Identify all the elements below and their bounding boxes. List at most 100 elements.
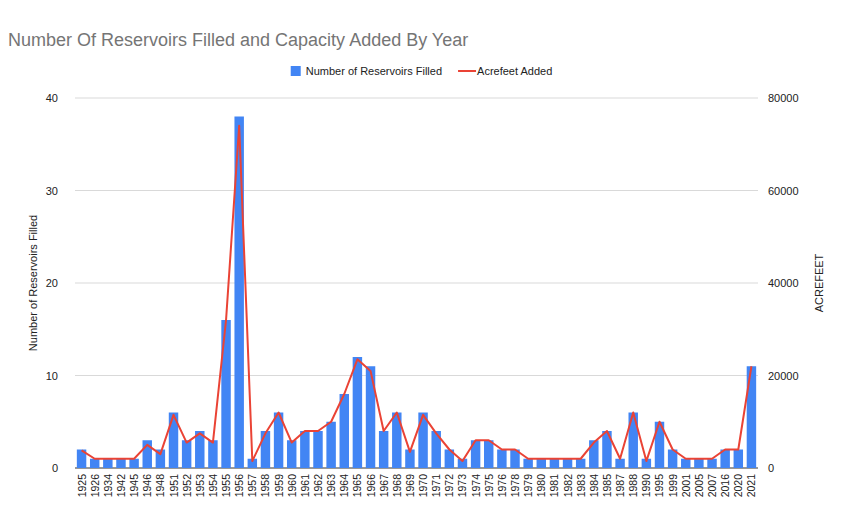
bar — [129, 459, 138, 468]
x-tick-label: 1934 — [102, 474, 114, 498]
x-tick-label: 1942 — [115, 474, 127, 498]
legend-item: Acrefeet Added — [458, 65, 552, 77]
bar — [589, 440, 598, 468]
x-tick-label: 1961 — [299, 474, 311, 498]
x-tick-label: 2007 — [706, 474, 718, 498]
bar — [300, 431, 309, 468]
bar — [103, 459, 112, 468]
x-tick-label: 1957 — [246, 474, 258, 498]
x-tick-label: 1990 — [640, 474, 652, 498]
x-tick-label: 1925 — [76, 474, 88, 498]
bar — [576, 459, 585, 468]
y2-tick-label: 60000 — [768, 185, 799, 197]
x-tick-label: 1954 — [207, 474, 219, 498]
x-tick-label: 1995 — [653, 474, 665, 498]
y-tick-label: 20 — [46, 277, 58, 289]
x-tick-label: 2020 — [732, 474, 744, 498]
legend-swatch — [458, 70, 476, 72]
grid-line — [75, 283, 758, 284]
x-tick-label: 1970 — [417, 474, 429, 498]
x-tick-label: 1969 — [404, 474, 416, 498]
x-tick-label: 2016 — [719, 474, 731, 498]
x-tick-label: 1982 — [562, 474, 574, 498]
y-tick-label: 30 — [46, 185, 58, 197]
x-tick-label: 2021 — [745, 474, 757, 498]
bar — [116, 459, 125, 468]
x-tick-label: 1968 — [391, 474, 403, 498]
y2-tick-label: 80000 — [768, 92, 799, 104]
x-tick-label: 1964 — [338, 474, 350, 498]
x-tick-label: 1951 — [168, 474, 180, 498]
x-tick-label: 1967 — [378, 474, 390, 498]
x-tick-label: 1962 — [312, 474, 324, 498]
bar — [326, 422, 335, 468]
x-tick-label: 1976 — [496, 474, 508, 498]
x-tick-label: 1971 — [430, 474, 442, 498]
y-tick-label: 10 — [46, 370, 58, 382]
x-tick-label: 1974 — [470, 474, 482, 498]
bar — [182, 440, 191, 468]
legend: Number of Reservoirs Filled Acrefeet Adde… — [291, 65, 553, 77]
x-tick-label: 1953 — [194, 474, 206, 498]
grid-line — [75, 190, 758, 191]
x-tick-label: 1973 — [456, 474, 468, 498]
x-tick-label: 1987 — [614, 474, 626, 498]
x-tick-label: 1983 — [575, 474, 587, 498]
x-tick-label: 2001 — [680, 474, 692, 498]
x-tick-label: 1926 — [89, 474, 101, 498]
x-tick-label: 1975 — [483, 474, 495, 498]
bar — [90, 459, 99, 468]
y-tick-label: 40 — [46, 92, 58, 104]
bar — [353, 357, 362, 468]
bar — [497, 450, 506, 469]
bar — [537, 459, 546, 468]
x-tick-label: 1952 — [181, 474, 193, 498]
bar — [484, 440, 493, 468]
legend-swatch — [291, 66, 301, 76]
y2-tick — [758, 190, 761, 191]
x-tick-label: 1946 — [141, 474, 153, 498]
grid-line — [75, 98, 758, 99]
y2-tick — [758, 468, 761, 469]
y2-tick — [758, 283, 761, 284]
x-tick-label: 1959 — [273, 474, 285, 498]
x-tick-label: 1945 — [128, 474, 140, 498]
x-tick-label: 1948 — [154, 474, 166, 498]
bar — [563, 459, 572, 468]
x-tick-label: 1965 — [351, 474, 363, 498]
bar — [550, 459, 559, 468]
x-tick-label: 1978 — [509, 474, 521, 498]
bar — [340, 394, 349, 468]
bar — [261, 431, 270, 468]
y2-tick-label: 0 — [768, 462, 774, 474]
bar — [523, 459, 532, 468]
x-tick-label: 1960 — [286, 474, 298, 498]
bar — [313, 431, 322, 468]
y-axis-label: Number of Reservoirs Filled — [27, 215, 39, 351]
x-tick-label: 1963 — [325, 474, 337, 498]
y-tick-label: 0 — [52, 462, 58, 474]
y2-tick — [758, 375, 761, 376]
title: Number Of Reservoirs Filled and Capacity… — [8, 30, 468, 50]
x-tick-label: 1984 — [588, 474, 600, 498]
y2-tick-label: 40000 — [768, 277, 799, 289]
x-tick-label: 1985 — [601, 474, 613, 498]
y2-tick — [758, 98, 761, 99]
x-tick-label: 1981 — [548, 474, 560, 498]
grid-line — [75, 375, 758, 376]
x-tick-label: 1999 — [667, 474, 679, 498]
bar — [681, 459, 690, 468]
bar — [287, 440, 296, 468]
bar — [208, 440, 217, 468]
legend-item: Number of Reservoirs Filled — [291, 65, 442, 77]
chart: Number Of Reservoirs Filled and Capacity… — [0, 0, 849, 524]
x-tick-label: 1958 — [259, 474, 271, 498]
x-tick-label: 1972 — [443, 474, 455, 498]
x-tick-label: 1966 — [365, 474, 377, 498]
bar — [707, 459, 716, 468]
x-tick-label: 1956 — [233, 474, 245, 498]
legend-label: Acrefeet Added — [477, 65, 552, 77]
x-tick-label: 1980 — [535, 474, 547, 498]
y2-axis-label: ACREFEET — [813, 253, 825, 312]
x-tick-label: 1955 — [220, 474, 232, 498]
